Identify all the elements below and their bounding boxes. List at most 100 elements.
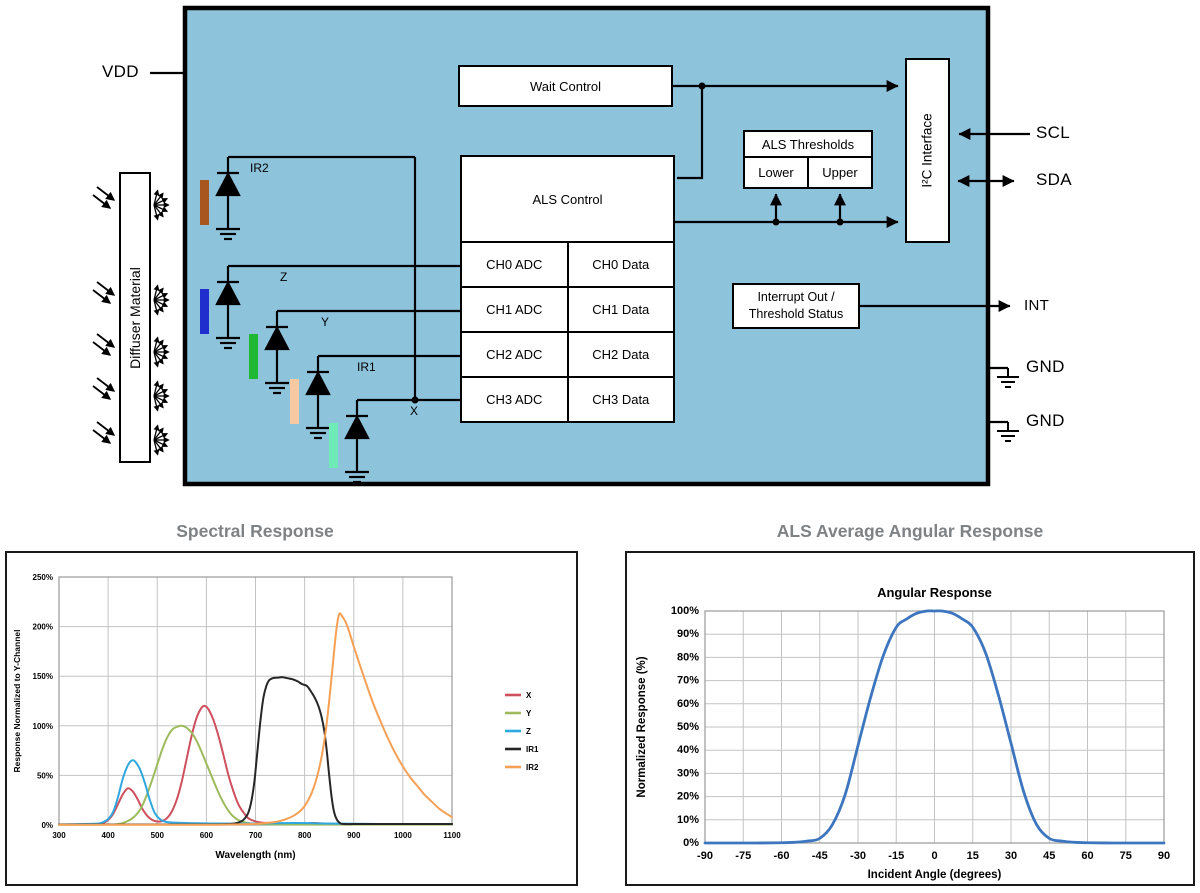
svg-text:900: 900 <box>347 831 361 840</box>
svg-text:20%: 20% <box>677 791 699 803</box>
pin-gnd2: GND <box>1026 411 1065 430</box>
photodiode-y <box>249 309 291 395</box>
pin-sda: SDA <box>1036 170 1072 189</box>
svg-text:700: 700 <box>249 831 263 840</box>
svg-text:40%: 40% <box>677 744 699 756</box>
interrupt-label-line2: Threshold Status <box>748 307 844 321</box>
svg-text:60: 60 <box>1081 850 1093 862</box>
channel-row-2: CH2 ADC CH2 Data <box>462 333 673 378</box>
interrupt-label-line1: Interrupt Out / <box>757 289 835 304</box>
pin-int: INT <box>1024 297 1050 314</box>
svg-text:50%: 50% <box>677 721 699 733</box>
svg-text:200%: 200% <box>33 623 53 632</box>
svg-text:250%: 250% <box>33 573 53 582</box>
angular-response-chart: -90 -75 -60 -45 -30 -15 0 15 30 45 60 75 90 0% 10% 20% 3… <box>636 585 1170 881</box>
i2c-interface-label: I²C Interface <box>920 113 935 188</box>
channel-row-1: CH1 ADC CH1 Data <box>462 288 673 333</box>
channel-row-3: CH3 ADC CH3 Data <box>462 378 673 421</box>
svg-text:-45: -45 <box>812 850 828 862</box>
pin-scl: SCL <box>1036 123 1070 142</box>
scatter-fan-icons <box>154 191 169 455</box>
svg-text:100%: 100% <box>671 605 699 617</box>
svg-text:100%: 100% <box>33 722 53 731</box>
spectral-response-panel: Spectral Response 300 400 500 600 700 800 900 1… <box>5 518 578 886</box>
angular-response-chart-box: -90 -75 -60 -45 -30 -15 0 15 30 45 60 75 90 0% 10% 20% 3… <box>625 551 1195 886</box>
pin-gnd1: GND <box>1026 357 1065 376</box>
svg-text:-60: -60 <box>774 850 790 862</box>
svg-text:15: 15 <box>967 850 979 862</box>
interrupt-out-box: Interrupt Out / Threshold Status <box>732 283 860 329</box>
lower-threshold-cell: Lower <box>745 158 809 187</box>
angular-response-title: ALS Average Angular Response <box>776 521 1044 541</box>
als-thresholds-box: ALS Thresholds Lower Upper <box>743 130 873 189</box>
ch2-adc-cell: CH2 ADC <box>462 333 569 376</box>
diffuser-graphics <box>93 172 169 463</box>
wire-label-ir1: IR1 <box>357 360 376 374</box>
svg-text:Normalized Response (%): Normalized Response (%) <box>636 656 648 797</box>
svg-text:Incident Angle (degrees): Incident Angle (degrees) <box>868 869 1002 881</box>
junction-dots <box>411 82 844 404</box>
svg-text:Response Normalized to Y-Chann: Response Normalized to Y-Channel <box>12 630 22 773</box>
ch1-adc-cell: CH1 ADC <box>462 288 569 331</box>
signal-wires <box>150 71 1030 424</box>
spectral-response-chart-box: 300 400 500 600 700 800 900 1000 1100 0% 50% 100% 15… <box>5 551 578 886</box>
svg-text:Y: Y <box>526 709 532 718</box>
diffuser-material-box: Diffuser Material <box>120 173 150 462</box>
svg-text:10%: 10% <box>677 814 699 826</box>
svg-text:300: 300 <box>52 831 66 840</box>
wait-to-als-wire <box>677 86 704 180</box>
gnd1-symbol-icon <box>996 367 1020 388</box>
ch1-data-cell: CH1 Data <box>592 302 650 317</box>
spectral-response-chart: 300 400 500 600 700 800 900 1000 1100 0% 50% 100% 15… <box>12 573 539 861</box>
svg-text:70%: 70% <box>677 675 699 687</box>
angular-response-panel: ALS Average Angular Response -90 -75 -60 -4… <box>625 518 1195 886</box>
svg-text:1000: 1000 <box>394 831 412 840</box>
svg-text:IR1: IR1 <box>526 745 539 754</box>
upper-threshold-cell: Upper <box>822 165 858 180</box>
ch3-data-cell: CH3 Data <box>592 392 650 407</box>
svg-text:60%: 60% <box>677 698 699 710</box>
svg-text:45: 45 <box>1043 850 1055 862</box>
svg-text:30: 30 <box>1005 850 1017 862</box>
svg-text:0%: 0% <box>683 837 699 849</box>
svg-text:600: 600 <box>200 831 214 840</box>
svg-text:IR2: IR2 <box>526 763 539 772</box>
svg-text:-30: -30 <box>850 850 866 862</box>
diffuser-material-label: Diffuser Material <box>127 266 144 369</box>
svg-text:0%: 0% <box>41 821 53 830</box>
svg-text:Z: Z <box>526 727 531 736</box>
photodiode-ir1 <box>290 354 332 440</box>
svg-text:0: 0 <box>931 850 937 862</box>
wait-control-label: Wait Control <box>529 78 602 94</box>
svg-text:90%: 90% <box>677 628 699 640</box>
wire-label-z: Z <box>280 270 288 284</box>
svg-text:500: 500 <box>151 831 165 840</box>
gnd2-symbol-icon <box>996 421 1020 442</box>
als-thresholds-label: ALS Thresholds <box>745 132 871 158</box>
svg-text:150%: 150% <box>33 672 53 681</box>
svg-text:-15: -15 <box>888 850 904 862</box>
svg-text:-75: -75 <box>735 850 751 862</box>
svg-text:X: X <box>526 691 532 700</box>
wire-label-y: Y <box>321 315 330 329</box>
svg-text:1100: 1100 <box>443 831 461 840</box>
svg-text:-90: -90 <box>697 850 713 862</box>
ch0-data-cell: CH0 Data <box>592 257 650 272</box>
svg-text:90: 90 <box>1158 850 1170 862</box>
wait-control-box: Wait Control <box>458 65 673 107</box>
svg-text:400: 400 <box>101 831 115 840</box>
spectral-response-title: Spectral Response <box>176 521 334 541</box>
i2c-interface-box: I²C Interface <box>905 58 950 243</box>
svg-text:80%: 80% <box>677 651 699 663</box>
ch2-data-cell: CH2 Data <box>592 347 650 362</box>
wire-label-ir2: IR2 <box>250 161 269 175</box>
svg-text:Angular Response: Angular Response <box>877 585 992 600</box>
wire-label-x: X <box>410 404 419 418</box>
ch0-adc-cell: CH0 ADC <box>462 243 569 286</box>
ch3-adc-cell: CH3 ADC <box>462 378 569 421</box>
svg-text:Wavelength (nm): Wavelength (nm) <box>215 850 295 861</box>
photodiode-ir2 <box>200 155 242 241</box>
svg-text:50%: 50% <box>37 771 53 780</box>
functional-block-diagram: Wait Control ALS Control CH0 ADC CH0 Dat… <box>0 5 1072 487</box>
